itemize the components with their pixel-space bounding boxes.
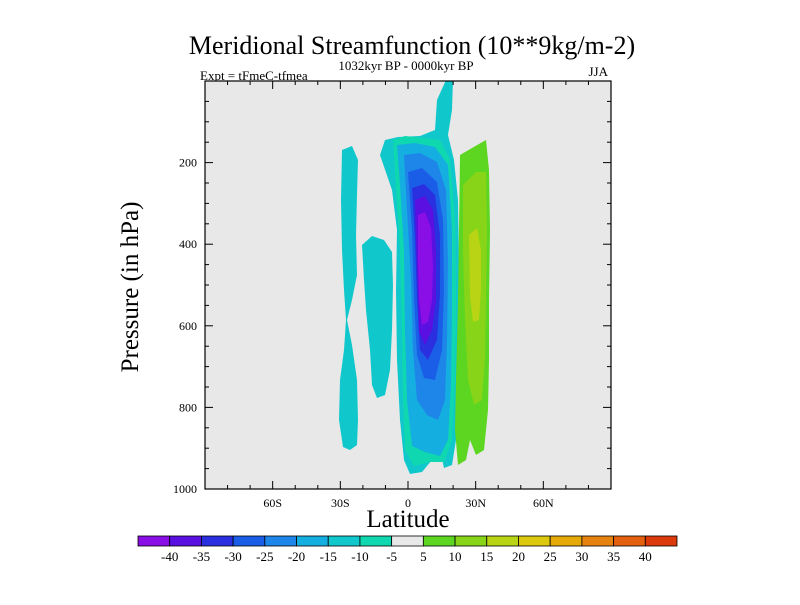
colorbar-label: 20 bbox=[512, 549, 525, 564]
colorbar-label: -15 bbox=[320, 549, 337, 564]
colorbar-label: 5 bbox=[420, 549, 427, 564]
colorbar-label: -35 bbox=[193, 549, 210, 564]
y-tick-label: 1000 bbox=[173, 482, 197, 496]
colorbar-swatch bbox=[486, 535, 519, 547]
colorbar-swatch bbox=[644, 535, 678, 547]
colorbar-label: -5 bbox=[386, 549, 397, 564]
y-tick-label: 200 bbox=[179, 156, 197, 170]
colorbar-swatch bbox=[232, 535, 266, 547]
colorbar-swatch bbox=[296, 535, 329, 547]
chart-title: Meridional Streamfunction (10**9kg/m-2) bbox=[189, 31, 635, 60]
colorbar-swatch bbox=[581, 535, 614, 547]
x-axis-label: Latitude bbox=[366, 506, 449, 533]
colorbar-label: -25 bbox=[256, 549, 273, 564]
colorbar-label: -30 bbox=[224, 549, 241, 564]
colorbar-swatch bbox=[454, 535, 488, 547]
colorbar-swatch bbox=[264, 535, 297, 547]
axes: 60S 30S 0 30N 60N 200 400 600 800 1000 bbox=[173, 80, 612, 510]
colorbar-label: 10 bbox=[449, 549, 462, 564]
contour-subtropical-cell-minus5 bbox=[362, 236, 393, 398]
colorbar-swatch bbox=[327, 535, 361, 547]
x-tick-label: 0 bbox=[405, 496, 411, 510]
colorbar-swatch bbox=[613, 535, 646, 547]
colorbar-swatch bbox=[359, 535, 393, 547]
colorbar-label: -40 bbox=[161, 549, 178, 564]
season-label: JJA bbox=[588, 64, 608, 79]
time-range-label: 1032kyr BP - 0000kyr BP bbox=[338, 58, 473, 73]
colorbar-label: 35 bbox=[607, 549, 620, 564]
colorbar-label: -10 bbox=[351, 549, 368, 564]
x-tick-label: 60N bbox=[533, 496, 554, 510]
y-tick-label: 800 bbox=[179, 400, 197, 414]
x-tick-label: 60S bbox=[263, 496, 282, 510]
colorbar-label: 15 bbox=[480, 549, 493, 564]
colorbar-swatch bbox=[169, 535, 202, 547]
contour-hadley-minus40 bbox=[418, 212, 433, 325]
colorbar-swatch bbox=[391, 535, 424, 547]
colorbar-swatch bbox=[518, 535, 551, 547]
y-tick-label: 600 bbox=[179, 319, 197, 333]
colorbar-swatch bbox=[422, 535, 456, 547]
colorbar-label: 30 bbox=[575, 549, 588, 564]
contour-summer-cell-plus15 bbox=[469, 228, 481, 322]
colorbar: -40 -35 -30 -25 -20 -15 -10 -5 5 10 15 20 25 30 35 40 bbox=[137, 535, 678, 564]
x-tick-label: 30S bbox=[331, 496, 350, 510]
contour-south-cell-minus5 bbox=[339, 146, 358, 450]
x-tick-label: 30N bbox=[465, 496, 486, 510]
colorbar-swatch bbox=[201, 535, 234, 547]
contour-fields bbox=[339, 81, 490, 474]
colorbar-swatch bbox=[137, 535, 171, 547]
colorbar-label: 25 bbox=[544, 549, 557, 564]
colorbar-label: -20 bbox=[288, 549, 305, 564]
colorbar-swatch bbox=[549, 535, 583, 547]
colorbar-label: 40 bbox=[639, 549, 652, 564]
experiment-label: Expt = tFmeC-tfmea bbox=[200, 68, 308, 83]
y-tick-label: 400 bbox=[179, 237, 197, 251]
y-axis-label: Pressure (in hPa) bbox=[117, 202, 144, 373]
